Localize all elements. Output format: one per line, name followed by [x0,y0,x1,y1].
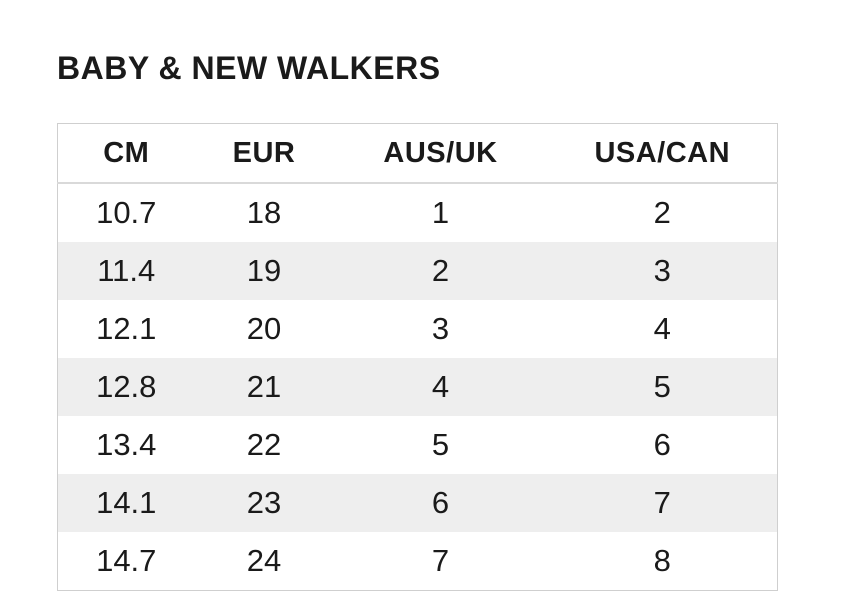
cell: 4 [333,358,548,416]
cell: 12.8 [57,358,195,416]
table-row: 13.4 22 5 6 [57,416,778,474]
cell: 5 [547,358,778,416]
cell: 1 [333,183,548,242]
size-chart-body: 10.7 18 1 2 11.4 19 2 3 12.1 20 3 4 12.8 21 4 5 13.4 22 5 6… [57,183,778,591]
size-chart-table: CM EUR AUS/UK USA/CAN 10.7 18 1 2 11.4 19 2 3 12.1 2… [57,123,778,591]
cell: 10.7 [57,183,195,242]
table-row: 14.7 24 7 8 [57,532,778,591]
cell: 7 [333,532,548,591]
cell: 21 [194,358,334,416]
table-row: 11.4 19 2 3 [57,242,778,300]
cell: 13.4 [57,416,195,474]
cell: 22 [194,416,334,474]
cell: 14.7 [57,532,195,591]
cell: 20 [194,300,334,358]
cell: 2 [333,242,548,300]
table-row: 12.1 20 3 4 [57,300,778,358]
table-row: 10.7 18 1 2 [57,183,778,242]
header-row: CM EUR AUS/UK USA/CAN [57,123,778,184]
cell: 23 [194,474,334,532]
column-header-aus-uk: AUS/UK [333,123,548,184]
page-title: BABY & NEW WALKERS [57,50,441,86]
cell: 8 [547,532,778,591]
cell: 6 [333,474,548,532]
cell: 2 [547,183,778,242]
column-header-usa-can: USA/CAN [547,123,778,184]
cell: 3 [547,242,778,300]
table-row: 14.1 23 6 7 [57,474,778,532]
cell: 18 [194,183,334,242]
table-row: 12.8 21 4 5 [57,358,778,416]
cell: 19 [194,242,334,300]
cell: 3 [333,300,548,358]
cell: 4 [547,300,778,358]
cell: 11.4 [57,242,195,300]
cell: 12.1 [57,300,195,358]
size-chart-header: CM EUR AUS/UK USA/CAN [57,123,778,184]
cell: 24 [194,532,334,591]
cell: 6 [547,416,778,474]
cell: 5 [333,416,548,474]
column-header-eur: EUR [194,123,334,184]
column-header-cm: CM [57,123,195,184]
cell: 7 [547,474,778,532]
cell: 14.1 [57,474,195,532]
